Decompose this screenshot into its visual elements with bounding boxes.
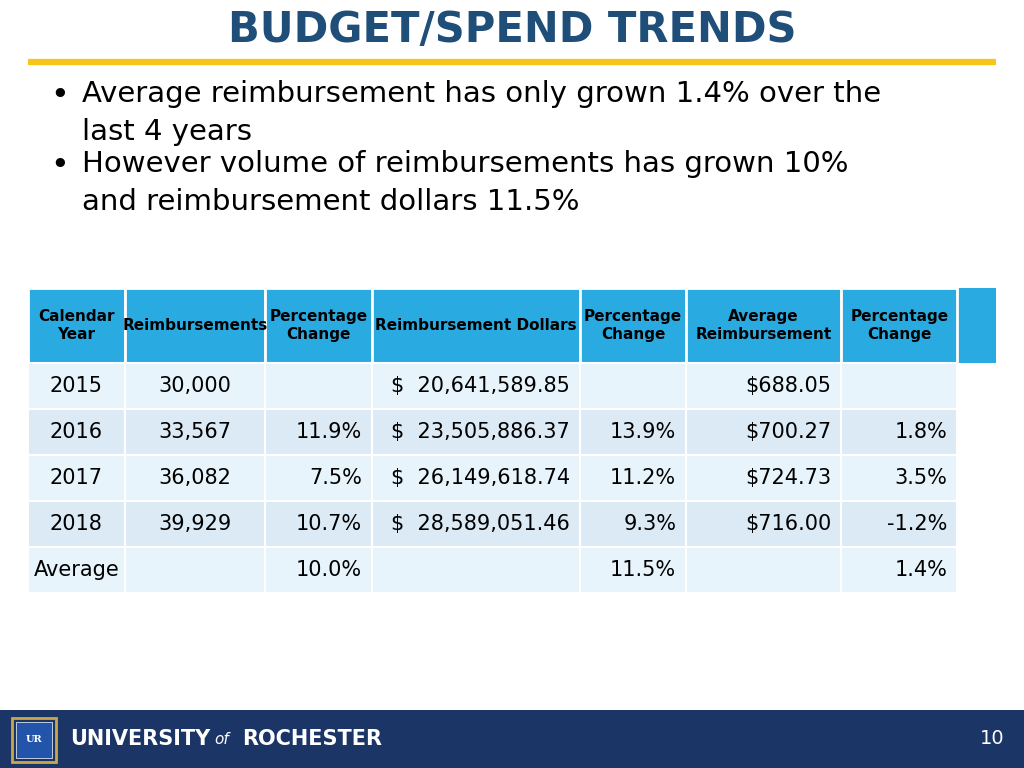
Bar	[372, 501, 580, 547]
Bar	[28, 288, 996, 363]
Bar	[125, 288, 265, 363]
Text: $  28,589,051.46: $ 28,589,051.46	[391, 514, 569, 534]
Text: Reimbursements: Reimbursements	[122, 318, 267, 333]
Text: -1.2%: -1.2%	[887, 514, 947, 534]
Text: 11.2%: 11.2%	[610, 468, 676, 488]
Text: of: of	[214, 731, 228, 746]
Bar	[265, 409, 372, 455]
Text: •: •	[50, 80, 69, 111]
Text: Percentage
Change: Percentage Change	[584, 309, 682, 343]
Bar	[28, 547, 125, 593]
Bar	[580, 409, 686, 455]
Text: 33,567: 33,567	[159, 422, 231, 442]
Text: •: •	[50, 150, 69, 181]
Text: UR: UR	[26, 736, 42, 744]
Text: 7.5%: 7.5%	[309, 468, 361, 488]
Bar	[125, 409, 265, 455]
Text: $688.05: $688.05	[745, 376, 831, 396]
Text: 10: 10	[980, 730, 1005, 749]
Bar	[580, 288, 686, 363]
Text: 13.9%: 13.9%	[610, 422, 676, 442]
Bar	[841, 547, 957, 593]
Text: Percentage
Change: Percentage Change	[269, 309, 368, 343]
Text: 1.4%: 1.4%	[894, 560, 947, 580]
Text: 10.7%: 10.7%	[296, 514, 361, 534]
Bar	[686, 501, 841, 547]
Text: 10.0%: 10.0%	[296, 560, 361, 580]
Bar	[372, 288, 580, 363]
Text: $716.00: $716.00	[744, 514, 831, 534]
Bar	[28, 288, 125, 363]
Bar	[841, 455, 957, 501]
Bar	[125, 455, 265, 501]
Bar	[28, 455, 125, 501]
Bar	[125, 501, 265, 547]
Text: 1.8%: 1.8%	[895, 422, 947, 442]
Bar	[265, 547, 372, 593]
Bar	[841, 501, 957, 547]
Text: 30,000: 30,000	[159, 376, 231, 396]
Text: BUDGET/SPEND TRENDS: BUDGET/SPEND TRENDS	[227, 9, 797, 51]
Text: Average: Average	[34, 560, 119, 580]
Text: Reimbursement Dollars: Reimbursement Dollars	[375, 318, 577, 333]
Bar	[16, 722, 52, 758]
Text: Calendar
Year: Calendar Year	[38, 309, 115, 343]
Text: $  23,505,886.37: $ 23,505,886.37	[391, 422, 569, 442]
Text: 3.5%: 3.5%	[894, 468, 947, 488]
Bar	[372, 455, 580, 501]
Bar	[841, 363, 957, 409]
Bar	[841, 288, 957, 363]
Bar	[0, 710, 1024, 768]
Bar	[686, 409, 841, 455]
Bar	[372, 547, 580, 593]
Bar	[686, 547, 841, 593]
Text: However volume of reimbursements has grown 10%
and reimbursement dollars 11.5%: However volume of reimbursements has gro…	[82, 150, 849, 216]
Text: 11.9%: 11.9%	[295, 422, 361, 442]
Text: $724.73: $724.73	[745, 468, 831, 488]
Text: 11.5%: 11.5%	[610, 560, 676, 580]
Text: 36,082: 36,082	[159, 468, 231, 488]
Bar	[580, 363, 686, 409]
Text: Average reimbursement has only grown 1.4% over the
last 4 years: Average reimbursement has only grown 1.4…	[82, 80, 881, 146]
Bar	[372, 409, 580, 455]
Text: 2015: 2015	[50, 376, 102, 396]
Text: 39,929: 39,929	[159, 514, 231, 534]
Bar	[841, 409, 957, 455]
Bar	[28, 363, 125, 409]
Text: Percentage
Change: Percentage Change	[850, 309, 948, 343]
Bar	[265, 501, 372, 547]
Text: ROCHESTER: ROCHESTER	[242, 729, 382, 749]
Text: 2016: 2016	[50, 422, 103, 442]
Bar	[580, 501, 686, 547]
Bar	[125, 363, 265, 409]
Text: $  20,641,589.85: $ 20,641,589.85	[391, 376, 569, 396]
Bar	[686, 455, 841, 501]
Text: 2017: 2017	[50, 468, 102, 488]
Bar	[372, 363, 580, 409]
Bar	[265, 363, 372, 409]
Text: Average
Reimbursement: Average Reimbursement	[695, 309, 831, 343]
Bar	[580, 547, 686, 593]
Bar	[265, 455, 372, 501]
Text: $700.27: $700.27	[745, 422, 831, 442]
Bar	[686, 363, 841, 409]
Bar	[265, 288, 372, 363]
Bar	[12, 718, 56, 762]
Bar	[125, 547, 265, 593]
Text: $  26,149,618.74: $ 26,149,618.74	[390, 468, 569, 488]
Bar	[28, 501, 125, 547]
Text: 2018: 2018	[50, 514, 102, 534]
Bar	[686, 288, 841, 363]
Text: 9.3%: 9.3%	[624, 514, 676, 534]
Bar	[28, 409, 125, 455]
Bar	[580, 455, 686, 501]
Text: UNIVERSITY: UNIVERSITY	[70, 729, 210, 749]
